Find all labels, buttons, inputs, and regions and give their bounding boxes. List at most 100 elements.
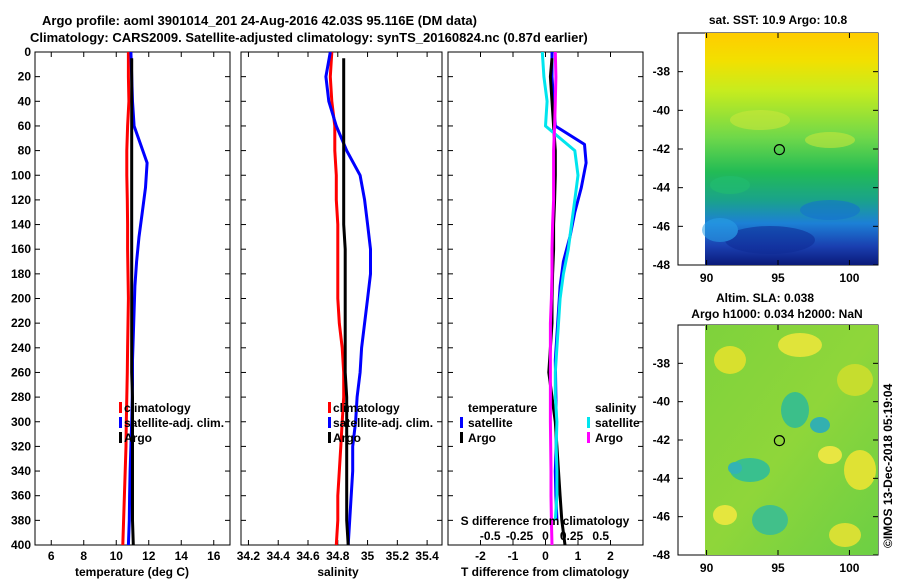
depth-tick-label: 380	[11, 513, 31, 527]
lat-tick-label: -40	[653, 395, 671, 409]
legend-argo-swatch	[328, 432, 331, 443]
depth-tick-label: 120	[11, 193, 31, 207]
depth-tick-label: 0	[24, 45, 31, 59]
sla-map-title-1: Altim. SLA: 0.038	[716, 291, 814, 305]
depth-tick-label: 240	[11, 341, 31, 355]
depth-tick-label: 300	[11, 415, 31, 429]
depth-tick-label: 220	[11, 316, 31, 330]
lat-tick-label: -42	[653, 142, 671, 156]
depth-tick-label: 80	[18, 144, 32, 158]
depth-tick-label: 40	[18, 94, 32, 108]
title-line-2: Climatology: CARS2009. Satellite-adjuste…	[30, 30, 588, 45]
x-tick-label: 35.4	[415, 549, 439, 563]
depth-tick-label: 100	[11, 168, 31, 182]
lat-tick-label: -40	[653, 103, 671, 117]
x-tick-label: 35	[361, 549, 375, 563]
salinity-xlabel: salinity	[317, 565, 359, 579]
difference-panel: -2 -1 0 1 2 -0.5 -0.25 0 0.25 0.5 temperature sa…	[447, 51, 644, 579]
depth-axis-ticks: 0 20 40 60 80 100 120 140 160 180 200 220 240 260 280 3…	[11, 45, 230, 552]
sst-map-title: sat. SST: 10.9 Argo: 10.8	[709, 13, 848, 27]
t-difference-xlabel: T difference from climatology	[461, 565, 629, 579]
legend-s-argo-label: Argo	[595, 431, 623, 445]
x-tick-label: 16	[207, 549, 221, 563]
legend-climatology-label: climatology	[333, 401, 400, 415]
lat-tick-label: -46	[653, 510, 671, 524]
x-tick-label: 34.6	[296, 549, 320, 563]
lon-tick-label: 90	[700, 561, 714, 575]
depth-tick-label: 260	[11, 365, 31, 379]
x-tick-label: 34.4	[267, 549, 291, 563]
s-difference-tick-label: -0.5	[480, 529, 501, 543]
sst-map-panel: sat. SST: 10.9 Argo: 10.8 -38 -40 -42 -44 -4…	[653, 13, 879, 285]
legend-s-satellite-swatch	[587, 417, 590, 428]
sla-map-title-2: Argo h1000: 0.034 h2000: NaN	[691, 307, 862, 321]
argo-location-marker	[773, 144, 786, 156]
legend-satellite-swatch	[119, 417, 122, 428]
legend-climatology-swatch	[119, 402, 122, 413]
lat-tick-label: -38	[653, 356, 671, 370]
x-tick-label: 0	[542, 549, 549, 563]
series-line-satellite-adj-clim-	[324, 52, 372, 545]
legend-temperature-title: temperature	[468, 401, 538, 415]
depth-tick-label: 180	[11, 267, 31, 281]
lat-tick-label: -44	[653, 471, 671, 485]
salinity-depth-ticks	[241, 51, 442, 546]
lon-tick-label: 100	[839, 271, 859, 285]
depth-tick-label: 320	[11, 439, 31, 453]
salinity-lines	[324, 52, 372, 545]
depth-tick-label: 360	[11, 489, 31, 503]
legend-t-argo-swatch	[460, 432, 463, 443]
x-tick-label: 34.2	[237, 549, 261, 563]
temperature-lines	[121, 52, 149, 545]
series-line-argo	[130, 58, 135, 545]
difference-lines	[540, 52, 588, 545]
title-line-1: Argo profile: aoml 3901014_201 24-Aug-20…	[42, 13, 477, 28]
s-difference-tick-label: -0.25	[506, 529, 534, 543]
temperature-legend: climatology satellite-adj. clim. Argo	[119, 401, 224, 445]
x-tick-label: 12	[142, 549, 156, 563]
s-difference-tick-label: 0.5	[592, 529, 609, 543]
difference-depth-ticks	[448, 51, 643, 546]
lat-tick-label: -38	[653, 65, 671, 79]
difference-legend: temperature satellite Argo salinity sate…	[460, 401, 640, 445]
legend-satellite-label: satellite-adj. clim.	[124, 416, 224, 430]
legend-argo-label: Argo	[124, 431, 152, 445]
temperature-panel: 0 20 40 60 80 100 120 140 160 180 200 220 240 260 280 3…	[11, 45, 231, 579]
lon-tick-label: 95	[771, 561, 785, 575]
legend-t-satellite-swatch	[460, 417, 463, 428]
series-line-argo	[342, 58, 350, 545]
imos-credit: ©IMOS 13-Dec-2018 05:19:04	[881, 383, 895, 548]
depth-tick-label: 60	[18, 119, 32, 133]
legend-satellite-label: satellite-adj. clim.	[333, 416, 433, 430]
legend-s-satellite-label: satellite	[595, 416, 640, 430]
legend-s-argo-swatch	[587, 432, 590, 443]
series-line-salinity-satellite	[540, 52, 580, 521]
lon-tick-label: 100	[839, 561, 859, 575]
sst-longitude-ticks: 90 95 100	[700, 33, 860, 285]
sla-latitude-ticks: -38 -40 -42 -44 -46 -48	[653, 356, 878, 562]
lon-tick-label: 95	[771, 271, 785, 285]
depth-tick-label: 140	[11, 218, 31, 232]
salinity-legend: climatology satellite-adj. clim. Argo	[328, 401, 433, 445]
series-line-salinity-argo	[548, 52, 558, 545]
lat-tick-label: -42	[653, 433, 671, 447]
series-line-climatology	[328, 52, 346, 545]
difference-axes-frame	[447, 51, 644, 546]
x-tick-label: 34.8	[326, 549, 350, 563]
t-difference-axis-ticks: -2 -1 0 1 2	[475, 52, 614, 563]
lat-tick-label: -48	[653, 548, 671, 562]
x-tick-label: 10	[110, 549, 124, 563]
salinity-axes-frame	[240, 51, 443, 546]
argo-location-marker	[773, 435, 786, 447]
x-tick-label: -2	[475, 549, 486, 563]
lon-tick-label: 90	[700, 271, 714, 285]
s-difference-tick-label: 0	[542, 529, 549, 543]
salinity-axis-ticks: 34.2 34.4 34.6 34.8 35 35.2 35.4	[237, 52, 439, 563]
temperature-axis-ticks: 6 8 10 12 14 16	[48, 52, 221, 563]
lat-tick-label: -46	[653, 219, 671, 233]
lat-tick-label: -44	[653, 181, 671, 195]
x-tick-label: 2	[607, 549, 614, 563]
series-line-satellite-adj-clim-	[126, 52, 149, 545]
legend-satellite-swatch	[328, 417, 331, 428]
salinity-panel: 34.2 34.4 34.6 34.8 35 35.2 35.4 climatology s…	[237, 51, 443, 579]
